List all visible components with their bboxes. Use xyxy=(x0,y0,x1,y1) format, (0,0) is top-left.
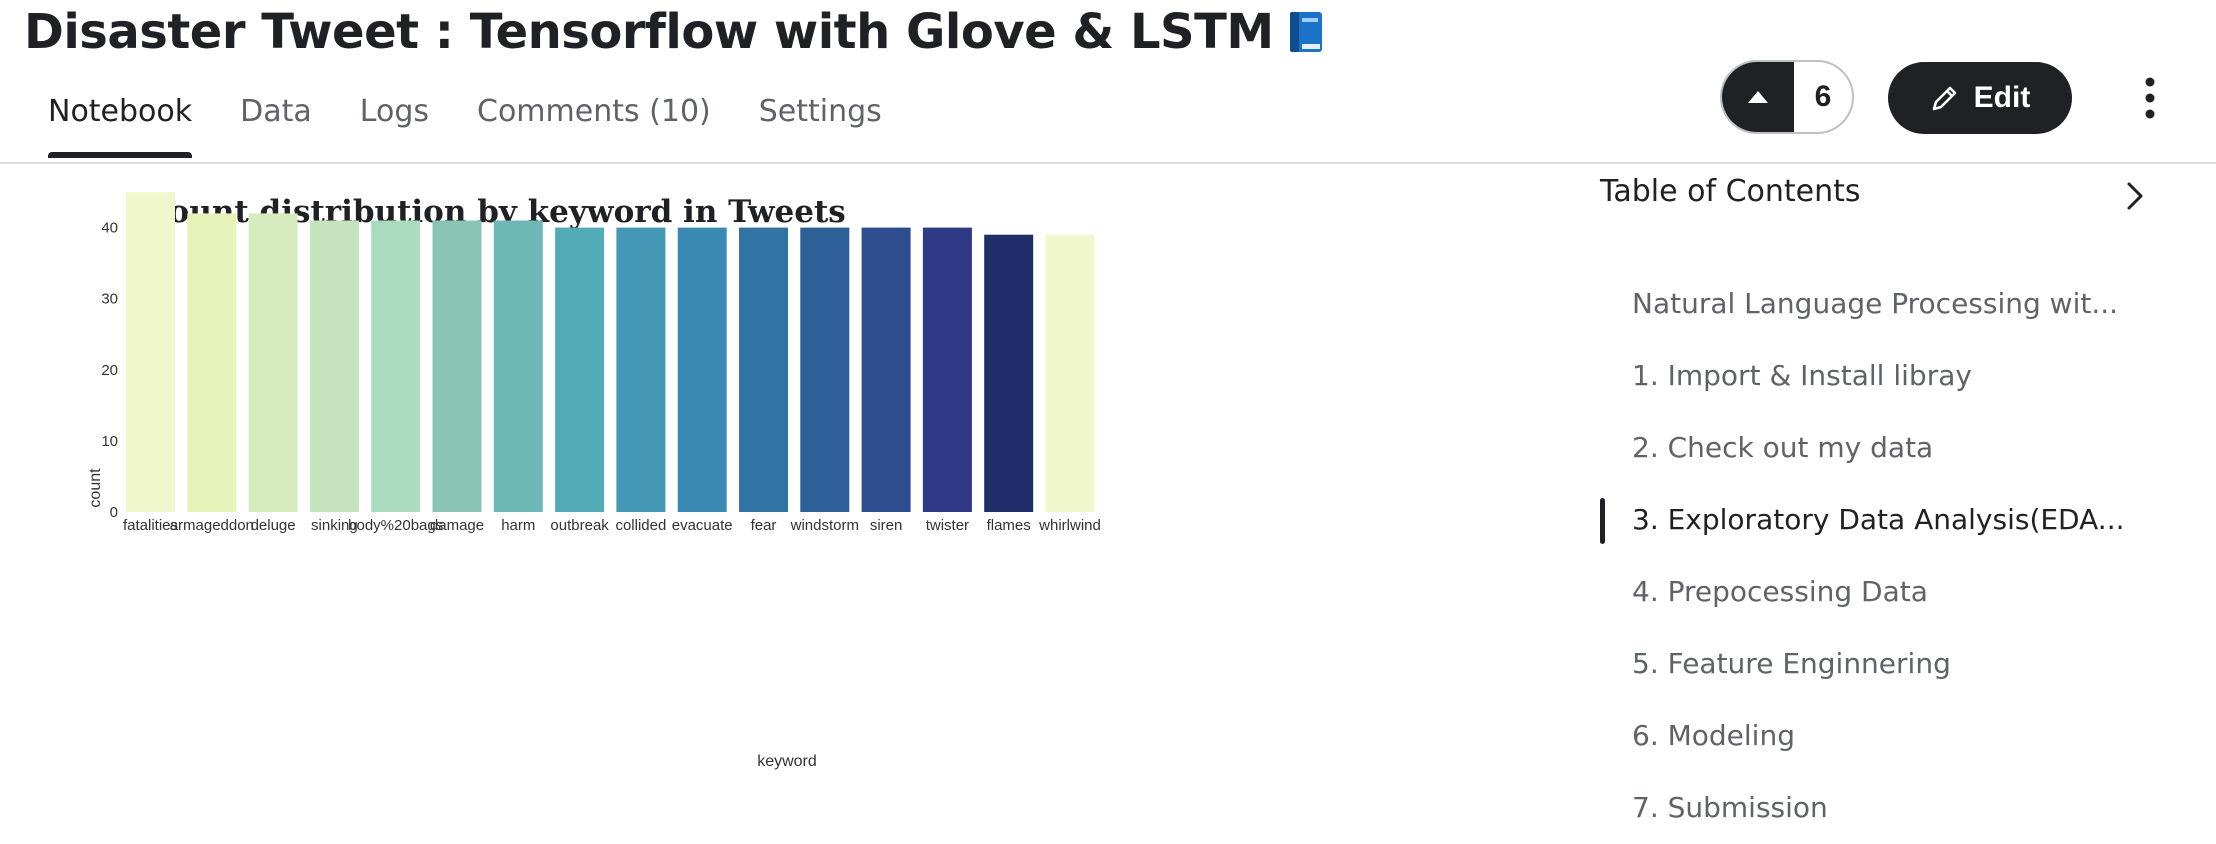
header-divider xyxy=(0,162,2216,164)
x-tick-label: harm xyxy=(501,517,535,534)
bar-armageddon xyxy=(187,213,237,512)
bar-siren xyxy=(861,227,911,512)
y-tick-label: 20 xyxy=(101,362,118,379)
x-tick-label: body%20bags xyxy=(348,517,443,534)
bar-body%20bags xyxy=(371,220,421,512)
bar-outbreak xyxy=(555,227,605,512)
x-tick-label: deluge xyxy=(251,517,296,534)
bar-deluge xyxy=(248,213,298,512)
y-tick-label: 40 xyxy=(101,220,118,237)
toc-list: Natural Language Processing wit... 1. Imp… xyxy=(1600,268,2132,844)
x-tick-label: outbreak xyxy=(550,517,609,534)
x-tick-label: fear xyxy=(751,517,777,534)
x-tick-label: whirlwind xyxy=(1038,517,1101,534)
notebook-title-text: Disaster Tweet : Tensorflow with Glove &… xyxy=(24,4,1274,60)
notebook-title: Disaster Tweet : Tensorflow with Glove &… xyxy=(24,4,1324,60)
toc-item[interactable]: 1. Import & Install libray xyxy=(1632,359,1972,392)
bar-windstorm xyxy=(800,227,850,512)
edit-button-label: Edit xyxy=(1973,81,2031,114)
x-tick-label: windstorm xyxy=(790,517,859,534)
tab-notebook[interactable]: Notebook xyxy=(48,88,193,158)
bar-damage xyxy=(432,220,482,512)
bar-evacuate xyxy=(677,227,727,512)
keyword-count-chart: Count distribution by keyword in Tweets … xyxy=(87,192,1101,770)
toc-item[interactable]: 3. Exploratory Data Analysis(EDA... xyxy=(1600,484,2132,556)
caret-up-icon xyxy=(1748,91,1768,103)
bar-fear xyxy=(739,227,788,512)
tab-logs[interactable]: Logs xyxy=(359,94,429,129)
toc-item[interactable]: Natural Language Processing wit... xyxy=(1632,287,2119,320)
x-tick-label: evacuate xyxy=(672,517,733,534)
y-tick-label: 30 xyxy=(101,291,118,308)
edit-button[interactable]: Edit xyxy=(1888,62,2072,134)
x-tick-label: flames xyxy=(987,517,1031,534)
more-options-icon[interactable] xyxy=(2136,74,2164,122)
pencil-icon xyxy=(1932,86,1956,111)
tab-settings[interactable]: Settings xyxy=(758,94,882,129)
bar-fatalities xyxy=(126,192,175,512)
upvote-button[interactable] xyxy=(1722,62,1794,132)
y-axis-label: count xyxy=(87,468,104,508)
x-tick-label: collided xyxy=(615,517,666,534)
toc-item[interactable]: 6. Modeling xyxy=(1632,719,1795,752)
x-tick-label: siren xyxy=(870,517,903,534)
bar-collided xyxy=(616,227,666,512)
bar-harm xyxy=(493,220,543,512)
chevron-right-icon[interactable] xyxy=(2122,176,2148,216)
bar-sinking xyxy=(309,220,359,512)
y-tick-label: 0 xyxy=(110,504,118,521)
toc-item[interactable]: 4. Prepocessing Data xyxy=(1632,575,1928,608)
bar-whirlwind xyxy=(1045,234,1095,512)
x-axis-label: keyword xyxy=(757,753,817,770)
blue-book-icon xyxy=(1289,12,1322,52)
bar-twister xyxy=(922,227,972,512)
upvote-control: 6 xyxy=(1720,60,1854,134)
toc-item[interactable]: 2. Check out my data xyxy=(1632,431,1934,464)
bar-flames xyxy=(984,234,1034,512)
x-tick-label: fatalities xyxy=(123,517,178,534)
x-tick-label: twister xyxy=(926,517,969,534)
tab-comments[interactable]: Comments (10) xyxy=(477,94,711,129)
toc-title: Table of Contents xyxy=(1600,174,1861,209)
x-tick-label: armageddon xyxy=(170,517,254,534)
tab-data[interactable]: Data xyxy=(240,94,312,129)
x-tick-label: sinking xyxy=(311,517,358,534)
notebook-tabs: Notebook Data Logs Comments (10) Setting… xyxy=(48,88,930,158)
upvote-count: 6 xyxy=(1814,80,1832,113)
y-tick-label: 10 xyxy=(101,433,118,450)
x-tick-label: damage xyxy=(430,517,484,534)
toc-item[interactable]: 5. Feature Enginnering xyxy=(1632,647,1951,680)
toc-item[interactable]: 7. Submission xyxy=(1632,791,1828,824)
